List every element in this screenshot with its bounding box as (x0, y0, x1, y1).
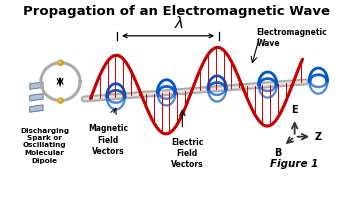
Polygon shape (30, 105, 43, 112)
Circle shape (59, 61, 61, 63)
Polygon shape (30, 94, 43, 101)
Text: Electric
Field
Vectors: Electric Field Vectors (171, 138, 203, 169)
Circle shape (58, 98, 63, 103)
Text: Magnetic
Field
Vectors: Magnetic Field Vectors (88, 124, 128, 156)
Text: E: E (291, 105, 298, 115)
Polygon shape (30, 82, 43, 89)
Text: Propagation of an Electromagnetic Wave: Propagation of an Electromagnetic Wave (23, 5, 329, 18)
Text: Discharging
Spark or
Oscillating
Molecular
Dipole: Discharging Spark or Oscillating Molecul… (20, 128, 69, 163)
Text: B: B (275, 148, 282, 158)
Text: λ: λ (175, 16, 184, 31)
Circle shape (59, 99, 61, 101)
Text: Electromagnetic
Wave: Electromagnetic Wave (257, 28, 327, 48)
Circle shape (58, 60, 63, 65)
Text: Figure 1: Figure 1 (270, 159, 319, 169)
Text: Z: Z (315, 132, 322, 142)
